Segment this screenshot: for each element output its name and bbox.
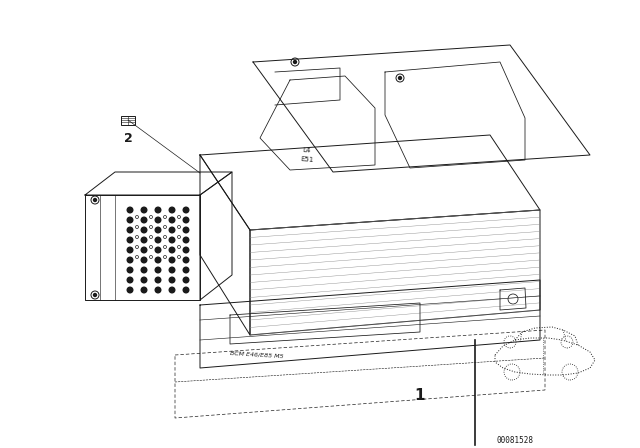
Circle shape: [127, 277, 133, 283]
Text: 2: 2: [124, 132, 132, 145]
Circle shape: [155, 247, 161, 253]
Circle shape: [141, 257, 147, 263]
Circle shape: [127, 287, 133, 293]
Circle shape: [169, 227, 175, 233]
Circle shape: [141, 287, 147, 293]
Circle shape: [183, 287, 189, 293]
Text: 00081528: 00081528: [497, 435, 534, 444]
Circle shape: [141, 247, 147, 253]
Circle shape: [93, 293, 97, 297]
Circle shape: [155, 277, 161, 283]
Circle shape: [141, 217, 147, 223]
Circle shape: [141, 237, 147, 243]
Circle shape: [127, 247, 133, 253]
Circle shape: [127, 267, 133, 273]
Circle shape: [155, 207, 161, 213]
Circle shape: [155, 267, 161, 273]
Circle shape: [127, 237, 133, 243]
Circle shape: [155, 227, 161, 233]
Circle shape: [155, 257, 161, 263]
Circle shape: [127, 207, 133, 213]
Text: L4: L4: [303, 146, 312, 153]
Circle shape: [127, 217, 133, 223]
Circle shape: [141, 207, 147, 213]
Text: 1: 1: [415, 388, 425, 402]
Circle shape: [141, 277, 147, 283]
Circle shape: [169, 277, 175, 283]
Circle shape: [169, 207, 175, 213]
Circle shape: [294, 60, 296, 64]
Circle shape: [169, 267, 175, 273]
Circle shape: [169, 257, 175, 263]
Circle shape: [141, 267, 147, 273]
Circle shape: [155, 237, 161, 243]
Circle shape: [399, 77, 401, 79]
Circle shape: [93, 198, 97, 202]
Circle shape: [169, 237, 175, 243]
Circle shape: [155, 217, 161, 223]
Circle shape: [169, 287, 175, 293]
Circle shape: [183, 267, 189, 273]
Circle shape: [183, 217, 189, 223]
Circle shape: [141, 227, 147, 233]
Circle shape: [127, 227, 133, 233]
Text: BCM E46/E85 M5: BCM E46/E85 M5: [230, 351, 284, 359]
Circle shape: [169, 217, 175, 223]
Circle shape: [183, 237, 189, 243]
Circle shape: [155, 287, 161, 293]
Circle shape: [183, 227, 189, 233]
Text: E51: E51: [300, 156, 314, 164]
Circle shape: [183, 247, 189, 253]
Bar: [121, 116, 135, 125]
Circle shape: [183, 257, 189, 263]
Circle shape: [183, 207, 189, 213]
Circle shape: [183, 277, 189, 283]
Circle shape: [127, 257, 133, 263]
Circle shape: [169, 247, 175, 253]
